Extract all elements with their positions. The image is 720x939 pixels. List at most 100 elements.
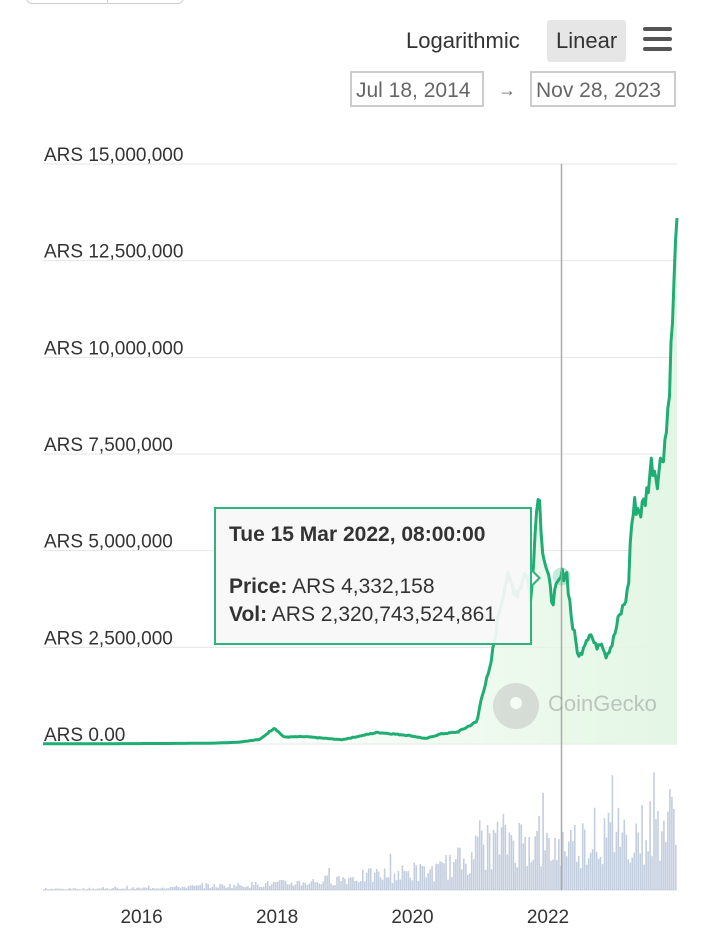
volume-bar <box>90 889 93 890</box>
volume-bar <box>433 881 435 890</box>
volume-bar <box>282 880 285 890</box>
volume-bar <box>605 837 608 890</box>
volume-bar <box>645 840 647 890</box>
volume-bar <box>633 852 635 890</box>
volume-bar <box>288 884 291 890</box>
volume-bar <box>540 866 542 890</box>
volume-bar <box>64 889 67 890</box>
volume-bar <box>80 889 83 890</box>
volume-bar <box>185 888 188 890</box>
volume-bar <box>179 888 182 890</box>
volume-bar <box>609 822 612 890</box>
volume-bar <box>356 880 358 890</box>
volume-bar <box>518 822 521 890</box>
volume-bar <box>54 888 57 890</box>
volume-bar <box>437 864 439 890</box>
date-from-input[interactable]: Jul 18, 2014 <box>350 71 484 107</box>
volume-bar <box>130 888 132 890</box>
volume-bar <box>570 829 572 890</box>
volume-bar <box>657 811 659 890</box>
y-tick-label: ARS 0.00 <box>44 725 125 746</box>
volume-bar <box>526 866 528 890</box>
volume-bar <box>667 811 669 890</box>
volume-bar <box>229 883 231 890</box>
volume-bar <box>554 837 556 890</box>
volume-bar <box>257 884 259 890</box>
volume-bar <box>259 887 261 890</box>
volume-bar <box>451 877 453 890</box>
volume-bar <box>576 861 578 890</box>
volume-bar <box>613 852 616 890</box>
tooltip-vol-label: Vol: <box>229 603 268 626</box>
volume-bar <box>175 885 178 890</box>
volume-bar <box>566 856 568 890</box>
volume-bar <box>110 888 112 890</box>
volume-bar <box>163 888 166 890</box>
volume-bar <box>159 888 162 890</box>
volume-bar <box>233 884 235 890</box>
volume-bar <box>385 877 388 890</box>
volume-bar <box>615 831 618 890</box>
volume-bar <box>201 882 204 890</box>
tooltip-price-value: ARS 4,332,158 <box>292 575 435 598</box>
tooltip-volume-row: Vol: ARS 2,320,743,524,861 <box>229 601 530 629</box>
linear-scale-button[interactable]: Linear <box>547 20 627 62</box>
price-line <box>43 218 679 746</box>
volume-bar <box>336 876 338 890</box>
volume-bar <box>278 880 281 890</box>
price-area <box>43 218 677 745</box>
volume-bar <box>225 887 227 890</box>
volume-bar <box>675 845 677 890</box>
date-to-input[interactable]: Nov 28, 2023 <box>530 71 676 107</box>
watermark-text: CoinGecko <box>548 691 657 716</box>
volume-bar <box>435 863 437 890</box>
price-tooltip: Tue 15 Mar 2022, 08:00:00 Price: ARS 4,3… <box>214 507 532 645</box>
volume-bar <box>671 796 673 890</box>
volume-bar <box>235 886 237 890</box>
volume-bar <box>264 883 267 890</box>
volume-bar <box>203 888 206 890</box>
volume-bar <box>134 888 136 890</box>
volume-bar <box>237 883 239 890</box>
volume-bar <box>593 807 596 890</box>
volume-bar <box>219 884 221 890</box>
volume-bar <box>161 887 164 890</box>
y-tick-label: ARS 12,500,000 <box>44 242 183 263</box>
volume-bar <box>106 888 108 890</box>
volume-bar <box>167 888 170 890</box>
volume-bar <box>445 855 447 890</box>
volume-bar <box>292 885 295 890</box>
volume-bar <box>112 887 114 890</box>
price-area-fill <box>43 218 677 745</box>
volume-bar <box>455 859 457 890</box>
volume-bar <box>383 868 386 890</box>
logarithmic-scale-button[interactable]: Logarithmic <box>406 28 520 53</box>
volume-bar <box>286 884 289 890</box>
range-arrow: → <box>498 80 516 100</box>
volume-bar <box>140 888 142 890</box>
volume-bar <box>104 888 106 890</box>
volume-bar <box>310 881 313 890</box>
volume-bar <box>480 830 483 890</box>
volume-bar <box>673 808 675 890</box>
volume-bar <box>449 854 451 890</box>
hamburger-menu-icon[interactable] <box>643 27 672 51</box>
x-tick-label: 2022 <box>527 907 569 928</box>
volume-bar <box>649 801 651 890</box>
volume-bar <box>284 881 287 890</box>
volume-bar <box>181 886 184 890</box>
volume-bar <box>86 889 89 890</box>
volume-bar <box>619 846 622 890</box>
volume-bar <box>419 863 421 890</box>
volume-bar <box>169 887 172 890</box>
volume-bar <box>669 789 671 890</box>
volume-bar <box>558 839 560 890</box>
volume-bar <box>217 887 219 890</box>
tooltip-price-label: Price: <box>229 575 288 598</box>
volume-bar <box>330 883 332 890</box>
volume-bar <box>249 887 251 890</box>
volume-bar <box>94 889 97 890</box>
volume-bar <box>300 885 303 890</box>
volume-bar <box>461 869 463 890</box>
